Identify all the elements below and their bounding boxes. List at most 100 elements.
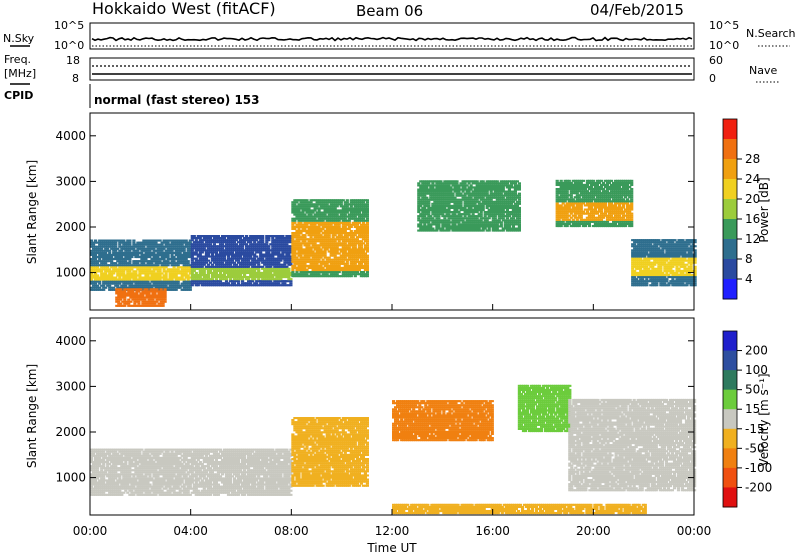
- power-cell: [353, 246, 357, 249]
- power-cell: [239, 241, 243, 244]
- power-cell: [271, 249, 275, 252]
- power-cell: [313, 256, 317, 259]
- power-cell: [110, 256, 114, 259]
- power-cell: [321, 260, 325, 263]
- power-cell: [491, 219, 495, 222]
- power-cell: [503, 184, 507, 187]
- power-cell: [425, 217, 429, 220]
- power-cell: [485, 196, 489, 199]
- power-cell: [479, 196, 483, 199]
- power-cell: [457, 215, 461, 218]
- power-cell: [357, 230, 361, 233]
- power-cell: [138, 264, 142, 267]
- power-cell: [129, 290, 133, 293]
- power-cell: [129, 292, 133, 295]
- power-cell: [499, 225, 503, 228]
- power-cell: [301, 215, 305, 218]
- power-cell: [365, 227, 369, 230]
- power-cell: [343, 246, 347, 249]
- power-cell: [311, 221, 315, 224]
- power-cell: [247, 263, 251, 266]
- power-cell: [146, 247, 150, 250]
- power-cell: [163, 296, 167, 299]
- power-cell: [511, 200, 515, 203]
- power-cell: [295, 215, 299, 218]
- power-cell: [198, 278, 202, 281]
- nsearch-bottom-tick: 10^0: [709, 39, 739, 52]
- power-cell: [289, 255, 293, 258]
- power-cell: [363, 227, 367, 230]
- power-cell: [347, 219, 351, 222]
- power-cell: [285, 241, 289, 244]
- power-cell: [459, 223, 463, 226]
- power-cell: [571, 202, 575, 205]
- power-cell: [150, 276, 154, 279]
- power-cell: [158, 282, 162, 285]
- power-cell: [329, 252, 333, 255]
- power-cell: [505, 223, 509, 226]
- power-cell: [178, 247, 182, 250]
- power-cell: [149, 296, 153, 299]
- power-cell: [463, 186, 467, 189]
- power-cell: [184, 239, 188, 242]
- power-cell: [427, 223, 431, 226]
- power-cell: [473, 198, 477, 201]
- power-cell: [100, 247, 104, 250]
- power-cell: [501, 196, 505, 199]
- power-cell: [170, 270, 174, 273]
- power-cell: [469, 200, 473, 203]
- power-cell: [497, 188, 501, 191]
- power-cell: [453, 196, 457, 199]
- power-cell: [279, 280, 283, 283]
- power-cell: [114, 249, 118, 252]
- power-cell: [206, 253, 210, 256]
- power-cell: [224, 276, 229, 279]
- power-cell: [132, 253, 136, 256]
- power-cell: [131, 290, 135, 293]
- power-cell: [313, 254, 317, 257]
- power-cell: [317, 240, 321, 243]
- power-cell: [459, 202, 463, 205]
- power-cell: [196, 263, 200, 266]
- power-cell: [329, 211, 333, 214]
- power-cell: [133, 304, 137, 307]
- power-cell: [323, 275, 327, 278]
- power-cell: [186, 245, 190, 248]
- power-cell: [143, 288, 147, 291]
- power-cell: [150, 270, 154, 273]
- power-cell: [489, 196, 493, 199]
- power-cell: [355, 271, 359, 274]
- power-cell: [301, 219, 305, 222]
- power-cell: [166, 268, 170, 271]
- power-cell: [186, 280, 190, 283]
- power-cell: [226, 241, 231, 244]
- power-cell: [509, 221, 513, 224]
- power-cell: [365, 260, 369, 263]
- power-cell: [208, 235, 212, 238]
- power-cell: [150, 284, 154, 287]
- power-cell: [455, 206, 459, 209]
- power-cell: [237, 267, 241, 270]
- power-cell: [150, 239, 154, 242]
- power-cell: [90, 251, 94, 254]
- power-cell: [361, 219, 365, 222]
- power-cell: [421, 186, 425, 189]
- power-cell: [263, 282, 267, 285]
- power-cell: [208, 251, 212, 254]
- power-cell: [311, 242, 315, 245]
- power-cell: [347, 213, 351, 216]
- power-cell: [333, 271, 337, 274]
- power-cell: [144, 264, 148, 267]
- power-cell: [247, 282, 251, 285]
- power-cell: [513, 198, 517, 201]
- power-cell: [301, 230, 305, 233]
- power-cell: [355, 240, 359, 243]
- power-cell: [305, 215, 309, 218]
- power-cell: [351, 238, 355, 241]
- power-cell: [441, 215, 445, 218]
- power-cell: [269, 261, 273, 264]
- power-cell: [159, 296, 163, 299]
- power-cell: [202, 249, 206, 252]
- power-cell: [453, 209, 457, 212]
- power-cell: [423, 215, 427, 218]
